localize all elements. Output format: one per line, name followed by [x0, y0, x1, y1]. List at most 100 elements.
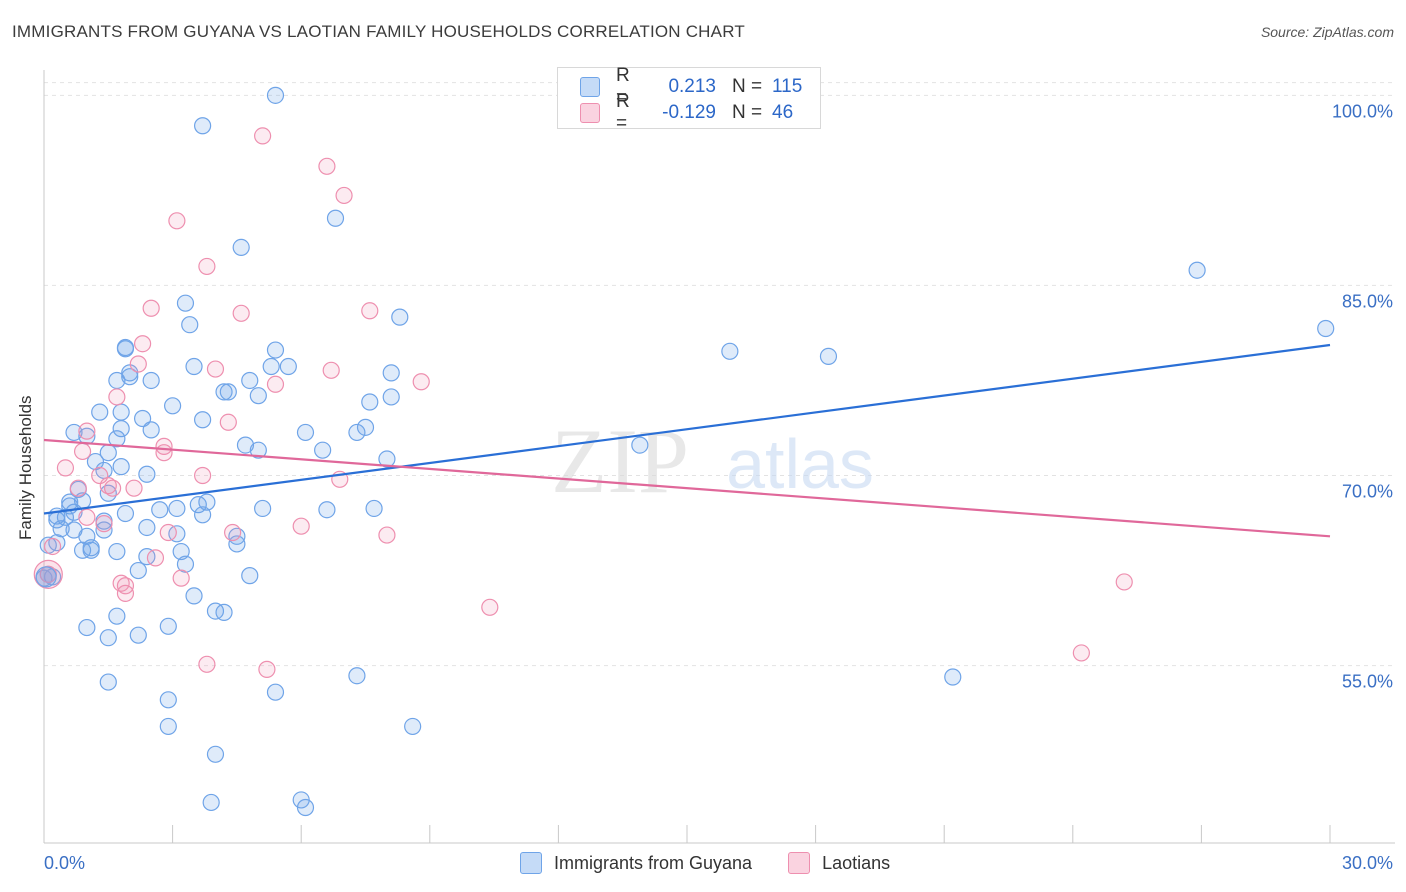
point-laotians	[95, 515, 113, 533]
point-guyana	[159, 617, 177, 635]
point-laotians	[198, 257, 216, 276]
point-guyana	[108, 371, 126, 390]
point-guyana	[241, 371, 259, 390]
point-guyana	[202, 793, 220, 812]
point-guyana	[35, 566, 57, 588]
point-guyana	[391, 308, 409, 326]
point-guyana	[168, 499, 186, 518]
point-laotians	[206, 360, 225, 378]
point-laotians	[78, 422, 96, 440]
point-guyana	[138, 518, 156, 537]
point-guyana	[159, 717, 177, 736]
point-guyana	[108, 607, 126, 625]
x-tick-label-max: 30.0%	[1342, 853, 1393, 873]
watermark-zip: ZIP	[551, 410, 689, 512]
point-laotians	[194, 466, 212, 485]
point-guyana	[279, 357, 297, 376]
point-laotians	[224, 523, 242, 542]
point-guyana	[361, 393, 379, 411]
point-laotians	[142, 299, 160, 317]
point-guyana	[318, 501, 336, 519]
point-guyana	[266, 683, 285, 701]
point-laotians	[116, 577, 135, 595]
x-tick-label-min: 0.0%	[44, 853, 85, 873]
series-legend: Immigrants from Guyana Laotians	[520, 852, 926, 874]
point-guyana	[95, 521, 113, 539]
point-guyana	[1317, 319, 1335, 338]
legend-swatch-laotians	[788, 852, 811, 874]
point-guyana	[138, 548, 156, 566]
point-guyana	[1188, 261, 1206, 279]
point-guyana	[296, 798, 315, 817]
point-laotians	[412, 373, 430, 391]
point-guyana	[142, 371, 160, 390]
point-guyana	[194, 411, 212, 429]
point-guyana	[266, 86, 285, 104]
n-value: 115	[772, 76, 803, 97]
point-guyana	[404, 717, 422, 736]
point-guyana	[112, 420, 130, 438]
point-laotians	[292, 517, 310, 535]
legend-swatch-guyana	[520, 852, 542, 874]
point-guyana	[249, 441, 267, 459]
r-value: -0.129	[662, 102, 716, 123]
point-laotians	[335, 186, 353, 205]
point-guyana	[382, 388, 400, 406]
point-guyana	[365, 499, 383, 518]
point-laotians	[43, 537, 62, 556]
point-laotians	[129, 355, 147, 373]
trend-line-guyana	[43, 343, 1331, 515]
point-guyana	[254, 499, 272, 518]
point-guyana	[944, 668, 962, 686]
legend-swatch-laotians	[580, 103, 600, 123]
point-guyana	[206, 602, 225, 620]
point-guyana	[65, 423, 83, 442]
legend-label-guyana: Immigrants from Guyana	[554, 852, 753, 873]
point-laotians	[133, 335, 152, 353]
point-guyana	[129, 561, 147, 580]
legend-swatch-guyana	[580, 77, 600, 97]
point-guyana	[378, 450, 396, 468]
point-guyana	[168, 525, 186, 543]
n-label: N =	[732, 102, 763, 123]
n-value: 46	[772, 102, 794, 123]
point-laotians	[266, 375, 285, 393]
point-laotians	[1072, 644, 1090, 662]
legend-item-guyana[interactable]: Immigrants from Guyana	[520, 852, 752, 874]
point-guyana	[108, 542, 126, 561]
source-label: Source: ZipAtlas.com	[1260, 24, 1394, 40]
point-guyana	[194, 506, 212, 524]
point-guyana	[206, 745, 225, 763]
point-guyana	[241, 567, 259, 585]
point-guyana	[78, 618, 96, 637]
legend-row-laotians: R = -0.129 N = 46	[580, 91, 794, 134]
point-laotians	[219, 413, 237, 431]
chart-title: IMMIGRANTS FROM GUYANA VS LAOTIAN FAMILY…	[12, 22, 745, 41]
point-guyana	[194, 117, 212, 135]
point-laotians	[232, 304, 250, 322]
point-laotians	[103, 479, 122, 497]
point-laotians	[146, 549, 165, 567]
point-guyana	[86, 452, 105, 471]
point-laotians	[172, 569, 190, 587]
axes	[43, 70, 1395, 844]
y-tick-label: 70.0%	[1342, 482, 1393, 502]
point-laotians	[1115, 573, 1133, 591]
point-guyana	[819, 347, 838, 365]
point-guyana	[219, 383, 237, 401]
point-guyana	[215, 603, 233, 621]
point-guyana	[99, 673, 117, 691]
point-laotians	[155, 444, 173, 462]
legend-row-guyana: R = 0.213 N = 115	[580, 65, 803, 108]
point-guyana	[116, 504, 135, 523]
point-guyana	[172, 542, 190, 561]
point-laotians	[159, 523, 177, 542]
legend-item-laotians[interactable]: Laotians	[788, 852, 890, 874]
point-guyana	[314, 441, 332, 459]
y-axis-label: Family Households	[16, 395, 35, 540]
y-tick-label: 100.0%	[1332, 101, 1393, 121]
point-guyana	[185, 357, 203, 376]
r-value: 0.213	[668, 76, 716, 97]
point-guyana	[356, 418, 375, 436]
point-guyana	[348, 423, 366, 442]
